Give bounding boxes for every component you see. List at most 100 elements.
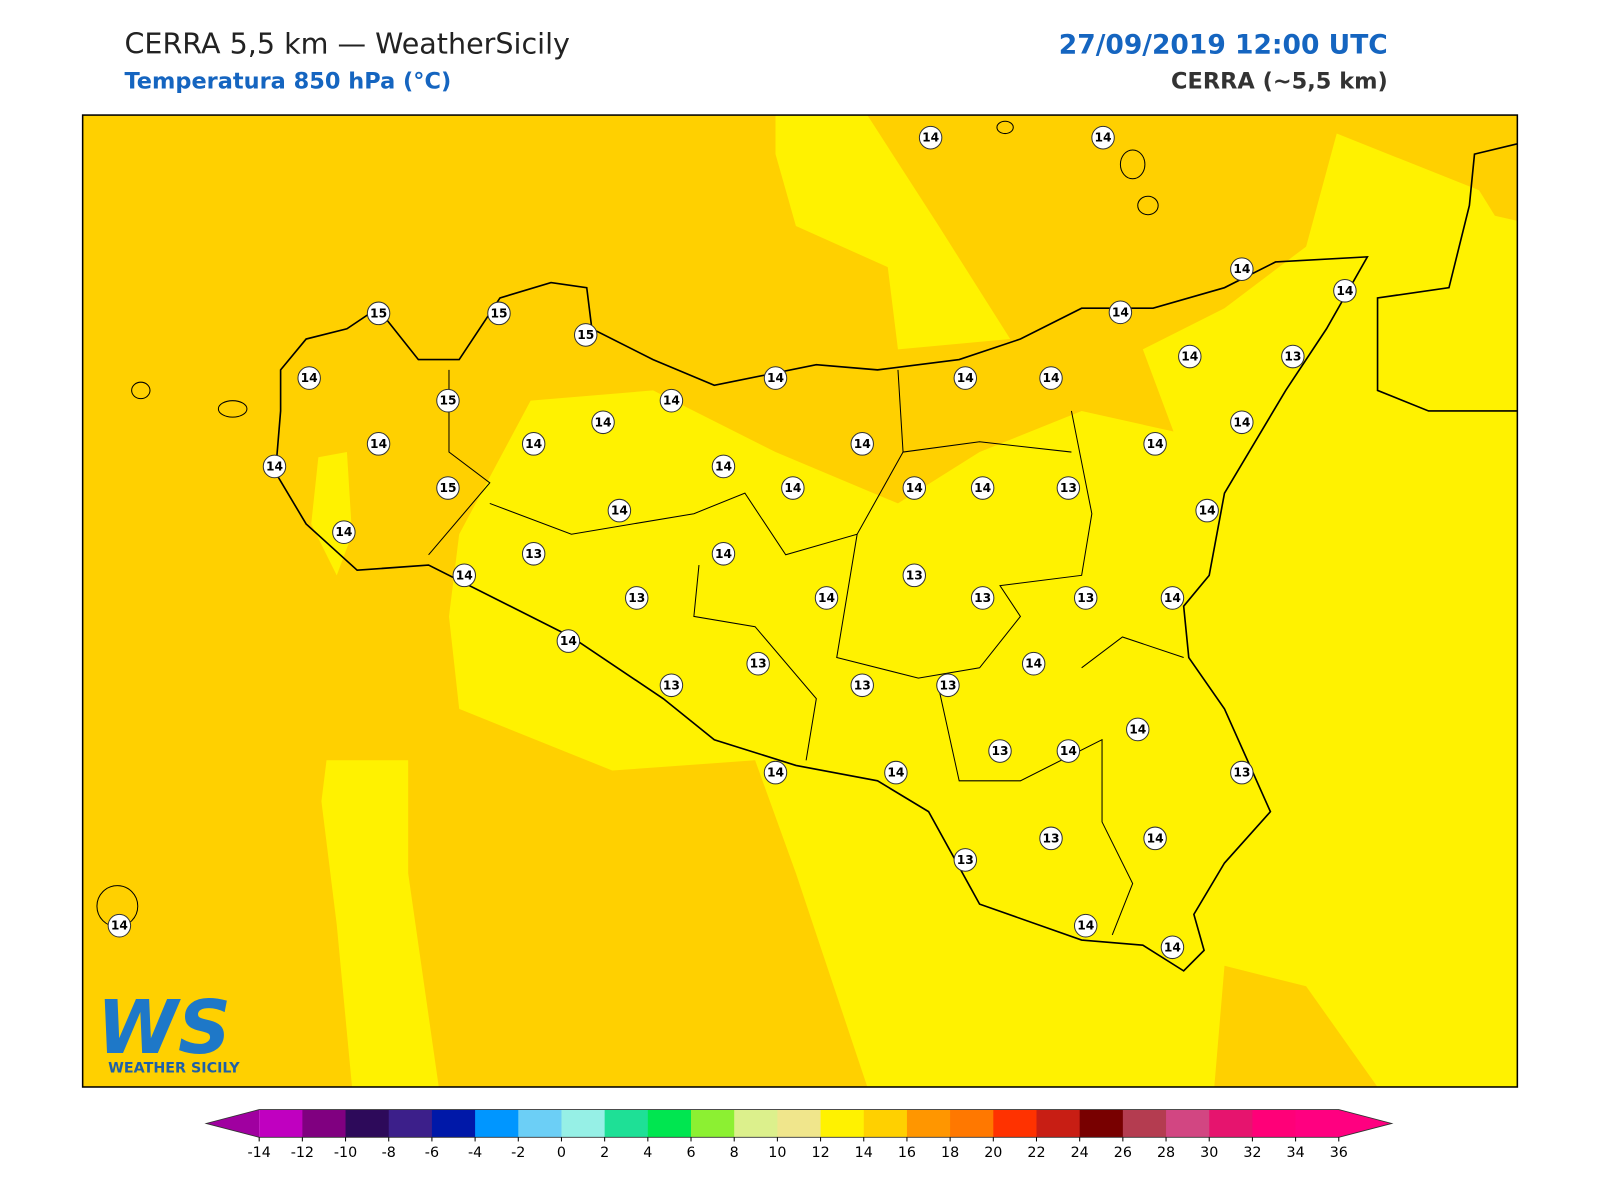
station-value: 14 bbox=[370, 437, 387, 451]
colorbar-swatch bbox=[431, 1109, 476, 1138]
station-value: 14 bbox=[1095, 131, 1112, 145]
station-marker bbox=[521, 432, 546, 456]
station-marker bbox=[1230, 410, 1254, 435]
colorbar-tick-label: 24 bbox=[1071, 1145, 1089, 1161]
title: CERRA 5,5 km — WeatherSicily bbox=[124, 26, 570, 60]
station-value: 13 bbox=[1043, 831, 1060, 845]
station-value: 14 bbox=[1129, 722, 1146, 736]
colorbar-tick-label: 20 bbox=[984, 1145, 1002, 1161]
island bbox=[217, 400, 248, 418]
station-value: 14 bbox=[974, 481, 991, 495]
station-marker bbox=[1281, 344, 1305, 369]
colorbar-swatch bbox=[345, 1109, 390, 1138]
station-value: 14 bbox=[301, 371, 318, 385]
station-marker bbox=[591, 410, 615, 435]
coastline bbox=[1376, 143, 1518, 412]
colorbar-tick-label: 32 bbox=[1243, 1145, 1261, 1161]
station-marker bbox=[436, 388, 460, 413]
station-marker bbox=[953, 848, 978, 872]
station-value: 13 bbox=[628, 591, 645, 605]
station-value: 15 bbox=[370, 306, 387, 320]
stations: 14 14 14 14 15 15 15 14 14 13 14 14 14 14 15 14 14 14 14 14… bbox=[107, 125, 1357, 960]
colorbar-tick-label: 18 bbox=[941, 1145, 959, 1161]
station-value: 15 bbox=[490, 306, 507, 320]
station-value: 13 bbox=[1284, 349, 1301, 363]
station-value: 14 bbox=[854, 437, 871, 451]
station-value: 15 bbox=[577, 328, 594, 342]
station-value: 14 bbox=[611, 504, 628, 518]
station-value: 14 bbox=[1147, 437, 1164, 451]
station-marker bbox=[1073, 913, 1098, 938]
station-value: 14 bbox=[525, 437, 542, 451]
station-value: 14 bbox=[922, 131, 939, 145]
station-marker bbox=[918, 125, 943, 150]
station-value: 13 bbox=[974, 591, 991, 605]
colorbar-tick-label: 12 bbox=[811, 1145, 829, 1161]
station-value: 13 bbox=[854, 678, 871, 692]
colorbar-swatch bbox=[993, 1109, 1037, 1138]
station-value: 13 bbox=[906, 568, 923, 582]
colorbar-tick-label: 14 bbox=[855, 1145, 873, 1161]
station-value: 14 bbox=[1077, 919, 1094, 933]
colorbar-tick-label: 16 bbox=[898, 1145, 916, 1161]
logo-text: WEATHER SICILY bbox=[108, 1061, 240, 1077]
station-marker bbox=[659, 388, 684, 413]
station-value: 14 bbox=[663, 394, 680, 408]
station-marker bbox=[366, 432, 391, 456]
colorbar-swatch bbox=[1252, 1109, 1297, 1138]
station-marker bbox=[814, 586, 839, 610]
station-value: 14 bbox=[715, 547, 732, 561]
station-value: 13 bbox=[750, 657, 767, 671]
colorbar-swatch bbox=[475, 1109, 519, 1138]
station-value: 14 bbox=[784, 481, 801, 495]
station-marker bbox=[1126, 717, 1150, 742]
station-value: 13 bbox=[939, 678, 956, 692]
station-marker bbox=[556, 629, 581, 653]
station-value: 14 bbox=[1181, 349, 1198, 363]
colorbar-swatch bbox=[388, 1109, 433, 1138]
colorbar-swatch bbox=[1209, 1109, 1253, 1138]
station-marker bbox=[1178, 344, 1202, 369]
colorbar-swatch bbox=[1036, 1109, 1081, 1138]
station-marker bbox=[1230, 257, 1254, 281]
station-marker bbox=[884, 760, 908, 785]
colorbar-swatch bbox=[302, 1109, 347, 1138]
station-value: 14 bbox=[1164, 940, 1181, 954]
station-marker bbox=[970, 586, 995, 610]
colorbar-tick-label: 36 bbox=[1330, 1145, 1348, 1161]
station-marker bbox=[850, 432, 874, 456]
station-marker bbox=[1333, 278, 1357, 303]
station-value: 14 bbox=[715, 459, 732, 473]
station-marker bbox=[1160, 935, 1185, 960]
station-value: 14 bbox=[111, 919, 128, 933]
station-marker bbox=[953, 366, 978, 390]
field-region bbox=[311, 452, 353, 576]
station-marker bbox=[1056, 739, 1081, 763]
subtitle: Temperatura 850 hPa (°C) bbox=[124, 68, 451, 94]
colorbar-tick-label: 2 bbox=[600, 1145, 609, 1161]
station-marker bbox=[746, 651, 770, 676]
station-marker bbox=[988, 739, 1012, 763]
station-value: 14 bbox=[1060, 744, 1077, 758]
field-region bbox=[321, 760, 439, 1087]
station-value: 14 bbox=[906, 481, 923, 495]
station-marker bbox=[1195, 498, 1219, 523]
colorbar-swatch bbox=[1079, 1109, 1124, 1138]
station-value: 14 bbox=[818, 591, 835, 605]
station-value: 13 bbox=[991, 744, 1008, 758]
station-marker bbox=[902, 476, 927, 500]
station-marker bbox=[711, 454, 736, 479]
datetime: 27/09/2019 12:00 UTC bbox=[1059, 29, 1388, 60]
station-marker bbox=[1021, 651, 1046, 676]
colorbar-swatch bbox=[1166, 1109, 1210, 1138]
station-marker bbox=[1143, 432, 1167, 456]
field-region bbox=[1469, 115, 1518, 221]
colorbar-tick-label: 34 bbox=[1287, 1145, 1305, 1161]
station-marker bbox=[781, 476, 805, 500]
station-value: 14 bbox=[1233, 415, 1250, 429]
station-value: 14 bbox=[1233, 262, 1250, 276]
station-marker bbox=[297, 366, 321, 390]
station-value: 13 bbox=[957, 853, 974, 867]
colorbar-tick-label: 8 bbox=[730, 1145, 739, 1161]
